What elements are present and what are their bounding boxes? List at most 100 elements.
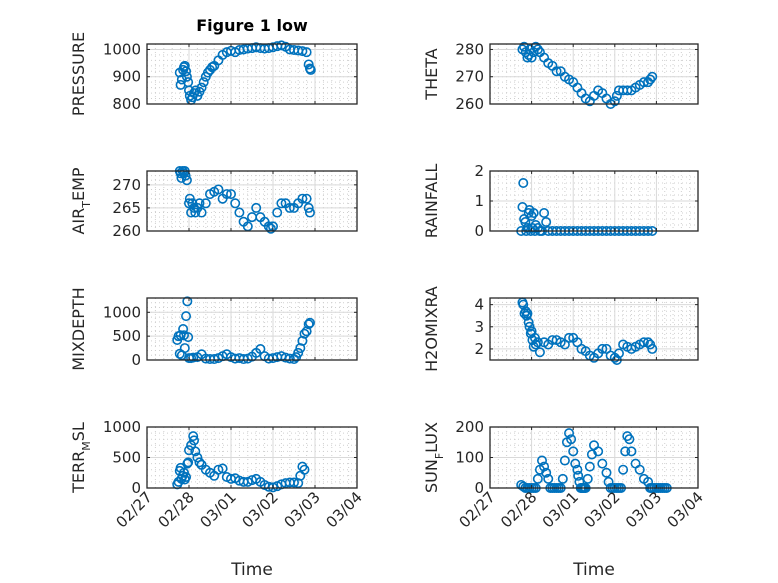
data-point [609, 96, 620, 107]
y-axis-label: THETA [422, 48, 441, 100]
y-tick-label: 0 [474, 222, 484, 240]
axes-box [146, 297, 358, 361]
data-point [626, 446, 637, 457]
data-point [299, 328, 310, 339]
panel-terr_msl: 05001000TERRMSL02/2702/2803/0103/0203/03… [69, 418, 366, 580]
data-point [620, 446, 631, 457]
data-point [519, 41, 530, 52]
x-tick-label: 03/01 [197, 488, 240, 531]
y-axis-label-text: SL [69, 422, 88, 441]
data-point [221, 189, 232, 200]
data-point [543, 473, 554, 484]
data-point [196, 207, 207, 218]
data-point [534, 347, 545, 358]
data-point [181, 311, 192, 322]
data-point [523, 49, 534, 60]
data-point [179, 343, 190, 354]
data-point [217, 463, 228, 474]
panel-rainfall: 0 1 2 RAINFALL [422, 162, 699, 240]
data-point [198, 77, 209, 88]
y-tick-label: 1000 [103, 40, 141, 58]
data-point [293, 347, 304, 358]
data-point [536, 455, 547, 466]
data-point [593, 446, 604, 457]
x-tick-label: 03/02 [239, 488, 282, 531]
y-axis-label: AIRTEMP [69, 167, 93, 234]
data-point [276, 40, 287, 51]
x-tick-label: 03/03 [622, 488, 665, 531]
data-point [265, 223, 276, 234]
y-tick-label: 2 [474, 340, 484, 358]
y-axis-label: PRESSURE [69, 32, 88, 116]
data-point [234, 207, 245, 218]
data-point [251, 202, 262, 213]
x-tick-label: 03/04 [664, 488, 707, 531]
data-point [541, 217, 552, 228]
y-tick-label: 0 [131, 351, 141, 369]
axes-box [146, 170, 358, 232]
data-point [624, 434, 635, 445]
panel-h2omixra: 2 3 4 H2OMIXRA [422, 286, 699, 372]
y-tick-label: 1000 [103, 303, 141, 321]
data-point [174, 348, 185, 359]
data-point [176, 74, 187, 85]
data-point [272, 207, 283, 218]
data-point [305, 64, 316, 75]
data-point [209, 354, 220, 365]
data-point [303, 59, 314, 70]
data-point [532, 337, 543, 348]
y-tick-label: 2 [474, 162, 484, 180]
data-point [188, 431, 199, 442]
data-point [226, 189, 237, 200]
y-tick-label: 0 [474, 479, 484, 497]
data-point [601, 467, 612, 478]
y-axis-label-text: EMP [69, 167, 88, 201]
data-point [645, 74, 656, 85]
data-point [304, 317, 315, 328]
data-point [207, 62, 218, 73]
data-point [181, 71, 192, 82]
y-axis-label-subscript: T [80, 201, 93, 209]
data-point [647, 71, 658, 82]
panel-air_temp: 260 265 270 AIRTEMP [69, 166, 358, 240]
data-point [178, 323, 189, 334]
data-point [301, 47, 312, 58]
data-point [618, 464, 629, 475]
data-point [566, 434, 577, 445]
y-tick-label: 0 [131, 479, 141, 497]
data-point [532, 44, 543, 55]
data-point [564, 428, 575, 439]
data-point [181, 472, 192, 483]
y-tick-label: 270 [455, 68, 484, 86]
y-tick-label: 260 [455, 95, 484, 113]
y-axis-label-subscript: F [433, 453, 446, 459]
data-point [597, 343, 608, 354]
data-point [551, 66, 562, 77]
data-point [213, 184, 224, 195]
y-axis-label-text: AIR [69, 208, 88, 235]
data-point [288, 477, 299, 488]
data-point [303, 319, 314, 330]
data-point [584, 461, 595, 472]
data-point [647, 343, 658, 354]
data-point [194, 457, 205, 468]
x-axis-label: Time [230, 560, 273, 580]
data-point [190, 207, 201, 218]
data-point [184, 445, 195, 456]
data-point [276, 198, 287, 209]
data-point [539, 208, 550, 219]
data-point [518, 178, 529, 189]
data-point [568, 446, 579, 457]
data-point [303, 202, 314, 213]
data-point [564, 332, 575, 343]
data-point [613, 348, 624, 359]
data-point [638, 77, 649, 88]
x-tick-label: 02/28 [155, 488, 198, 531]
y-tick-label: 270 [112, 176, 141, 194]
data-point [297, 193, 308, 204]
data-point [541, 467, 552, 478]
x-tick-label: 03/02 [580, 488, 623, 531]
x-tick-label: 02/28 [497, 488, 540, 531]
y-tick-label: 265 [112, 199, 141, 217]
y-tick-label: 4 [474, 296, 484, 314]
